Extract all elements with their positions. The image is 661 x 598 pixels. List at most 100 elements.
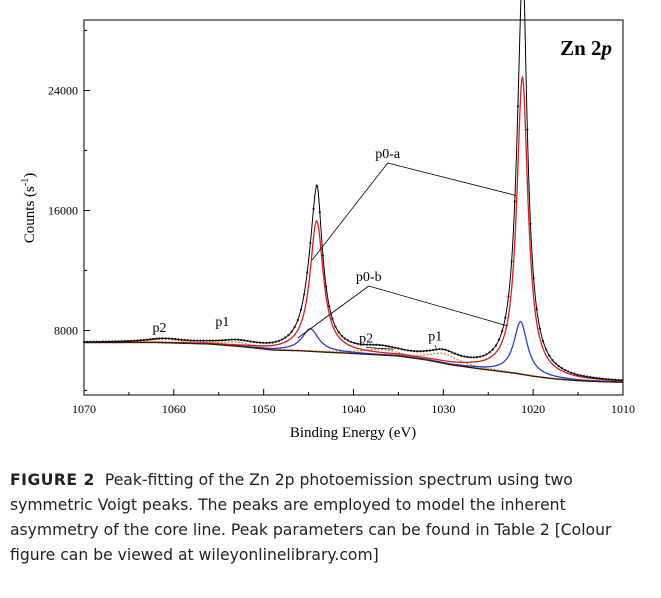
- data-point: [441, 348, 444, 351]
- data-point: [211, 339, 215, 342]
- data-point: [598, 377, 601, 380]
- data-point: [510, 260, 513, 263]
- data-point: [381, 344, 384, 347]
- data-point: [164, 337, 167, 340]
- data-point: [582, 374, 586, 378]
- data-point: [167, 337, 170, 340]
- p2-right-label: p2: [359, 332, 373, 347]
- data-point: [391, 346, 394, 349]
- data-point: [265, 341, 268, 344]
- data-point: [145, 338, 148, 341]
- data-point: [299, 308, 303, 311]
- data-point: [86, 340, 89, 343]
- data-point: [152, 337, 155, 341]
- data-point: [463, 355, 466, 358]
- data-point: [290, 330, 293, 333]
- data-point: [488, 351, 491, 354]
- data-point: [532, 276, 535, 280]
- data-point: [280, 338, 284, 341]
- spectrum-curves: [84, 0, 624, 383]
- data-point: [249, 340, 252, 343]
- data-point: [347, 339, 350, 342]
- p2-left-label: p2: [152, 321, 166, 336]
- data-point: [255, 341, 259, 344]
- data-point: [337, 330, 340, 334]
- data-point: [158, 337, 161, 340]
- data-point: [111, 340, 114, 343]
- data-point: [545, 348, 548, 351]
- peak-annotations: p0-a p0-b p2 p1 p2 p1: [152, 147, 517, 350]
- data-point: [199, 339, 202, 342]
- data-point: [475, 356, 479, 359]
- data-point: [293, 325, 296, 329]
- data-point: [409, 349, 413, 352]
- data-point: [425, 349, 428, 352]
- series-background-p2-1037: [84, 341, 624, 383]
- data-point: [221, 339, 224, 342]
- data-point: [466, 355, 469, 359]
- data-point: [130, 339, 133, 342]
- data-point: [243, 339, 246, 342]
- data-point: [95, 340, 98, 343]
- data-point: [108, 340, 111, 343]
- data-point: [114, 340, 117, 343]
- y-tick-label: 24000: [48, 84, 78, 98]
- data-point: [617, 378, 620, 382]
- data-point: [375, 343, 378, 346]
- data-point: [554, 362, 557, 365]
- data-point: [312, 207, 315, 210]
- data-point: [120, 340, 123, 343]
- data-point: [258, 341, 262, 344]
- data-point: [548, 354, 551, 357]
- data-point: [589, 376, 592, 379]
- data-point: [526, 128, 529, 131]
- data-point: [271, 341, 274, 344]
- data-point: [356, 342, 359, 345]
- data-point: [262, 341, 265, 344]
- series-background-p1-1030: [84, 341, 624, 383]
- p0a-label-leader: [387, 162, 517, 196]
- data-point: [482, 354, 485, 357]
- data-point: [196, 339, 199, 342]
- chart-title: Zn 2p: [560, 36, 612, 60]
- data-point: [501, 329, 504, 333]
- data-point: [601, 377, 604, 380]
- data-point: [607, 378, 611, 381]
- data-point: [447, 349, 450, 353]
- data-point: [585, 375, 589, 378]
- data-point: [457, 353, 460, 356]
- data-point: [387, 345, 391, 348]
- data-point: [296, 318, 299, 322]
- data-point: [359, 343, 362, 346]
- data-point: [325, 285, 328, 288]
- x-tick-label: 1030: [431, 402, 455, 416]
- x-tick-label: 1040: [342, 402, 366, 416]
- data-point: [268, 341, 271, 344]
- data-point: [180, 338, 183, 341]
- y-tick-label: 16000: [48, 204, 78, 218]
- data-point: [189, 339, 192, 342]
- data-point: [142, 338, 145, 342]
- data-point: [227, 338, 230, 341]
- data-point: [570, 371, 573, 374]
- data-point: [413, 349, 416, 353]
- y-axis-label-sup: -1: [20, 178, 31, 186]
- zn2p-chart: 1070 1060 1050 1040 1030 1020 1010 8000 16000 24…: [20, 0, 635, 441]
- data-point: [419, 350, 422, 353]
- data-point: [611, 378, 614, 381]
- p0a-label-leader: [311, 162, 388, 261]
- caption-label: FIGURE 2: [10, 471, 95, 489]
- data-point: [334, 325, 337, 328]
- data-point: [394, 346, 397, 349]
- data-point: [538, 327, 542, 330]
- data-point: [186, 339, 189, 342]
- data-point: [192, 339, 196, 342]
- data-point: [177, 338, 180, 341]
- data-point: [529, 222, 532, 226]
- data-point: [309, 241, 312, 245]
- data-point: [557, 365, 560, 368]
- data-point: [353, 341, 356, 345]
- data-point: [89, 340, 92, 343]
- data-point: [277, 339, 281, 342]
- data-point: [428, 349, 431, 352]
